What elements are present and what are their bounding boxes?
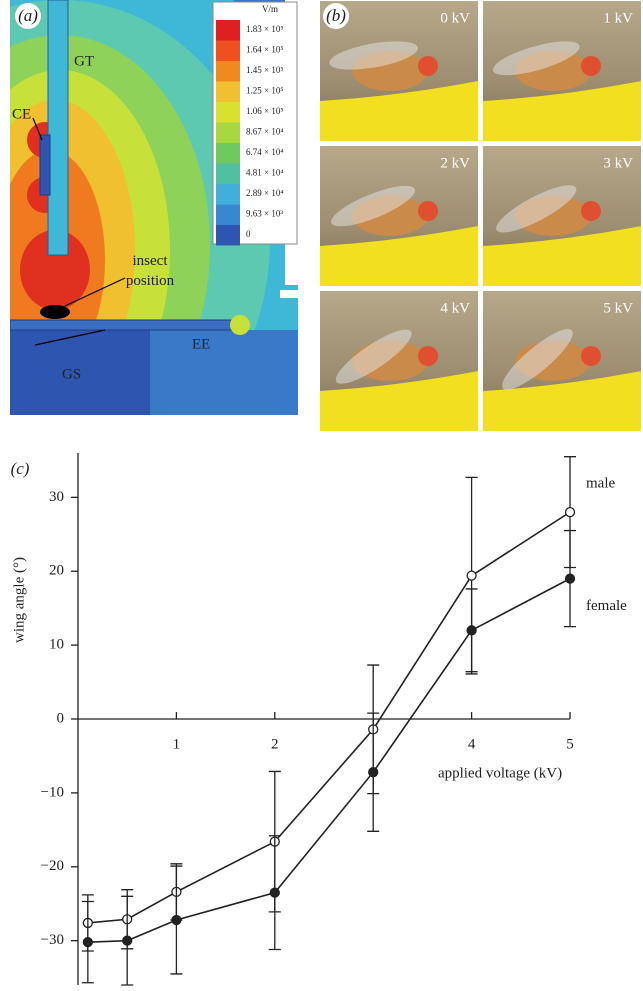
fly-wing — [502, 329, 573, 390]
fly-eye — [418, 56, 438, 76]
colorbar-label: 6.74 × 10⁴ — [246, 147, 283, 157]
photo: 3 kV — [483, 146, 641, 286]
colorbar-label: 1.45 × 10⁵ — [246, 65, 283, 75]
photo-grid: 0 kV 1 kV 2 kV 3 kV 4 kV 5 kV (b) — [320, 1, 641, 431]
photo-label: 4 kV — [440, 300, 470, 316]
leaf — [483, 81, 641, 141]
colorbar-swatch — [216, 225, 240, 246]
fly-eye — [581, 56, 601, 76]
fly-wing — [492, 41, 580, 76]
colorbar-label: 1.83 × 10⁵ — [246, 24, 283, 34]
colorbar-unit: V/m — [262, 4, 278, 14]
y-tick-label: −10 — [41, 784, 64, 800]
colorbar-label: 1.25 × 10⁵ — [246, 86, 283, 96]
colorbar-swatch — [216, 184, 240, 205]
colorbar-swatch — [216, 20, 240, 41]
photo: 1 kV — [483, 1, 641, 141]
photo-label: 3 kV — [603, 155, 633, 171]
x-tick-label: 4 — [468, 736, 476, 752]
colorbar-label: 8.67 × 10⁴ — [246, 127, 283, 137]
leaf — [483, 226, 641, 286]
y-axis-label: wing angle (°) — [11, 557, 27, 643]
data-point — [269, 887, 280, 898]
photo-label: 1 kV — [603, 10, 633, 26]
x-tick-label: 5 — [566, 736, 574, 752]
panel-label: (b) — [326, 6, 346, 25]
panel-label: (c) — [11, 459, 30, 478]
data-point — [122, 935, 133, 946]
series-line — [87, 511, 571, 924]
x-axis-label: applied voltage (kV) — [438, 765, 562, 781]
x-tick-label: 2 — [271, 736, 279, 752]
fly-eye — [581, 201, 601, 221]
photo-label: 0 kV — [440, 10, 470, 26]
leaf — [320, 81, 478, 141]
data-point — [82, 936, 93, 948]
colorbar-label: 4.81 × 10⁴ — [246, 168, 283, 178]
photo: 4 kV — [320, 291, 478, 431]
y-tick-label: 0 — [57, 710, 65, 726]
colorbar-swatch — [216, 102, 240, 123]
fly-wing — [331, 185, 416, 227]
y-tick-label: 30 — [49, 489, 64, 505]
colorbar: 1.83 × 10⁵ 1.64 × 10⁵ 1.45 × 10⁵ 1.25 × 10⁵… — [216, 20, 283, 246]
colorbar-swatch — [216, 40, 240, 61]
fly-wing — [496, 185, 577, 233]
series-label: female — [586, 598, 627, 614]
data-point — [466, 625, 477, 636]
y-tick-label: 10 — [49, 637, 64, 653]
colorbar-swatch — [216, 204, 240, 225]
fly-eye — [418, 346, 438, 366]
colorbar-label: 0 — [246, 229, 251, 239]
colorbar-swatch — [216, 122, 240, 143]
label-bg — [15, 3, 41, 29]
insect-label: insect position — [126, 253, 175, 289]
colorbar-label: 2.89 × 10⁴ — [246, 188, 283, 198]
data-point — [368, 767, 379, 778]
gs-label: GS — [62, 366, 81, 382]
y-tick-label: −30 — [41, 932, 64, 948]
photo: 0 kV — [320, 1, 478, 141]
leaf — [483, 371, 641, 431]
colorbar-swatch — [216, 81, 240, 102]
gt-label: GT — [74, 53, 94, 69]
fly-wing — [335, 329, 412, 384]
series-line — [87, 577, 571, 943]
photo-label: 5 kV — [603, 300, 633, 316]
x-tick-label: 1 — [173, 736, 181, 752]
ce-label: CE — [12, 106, 31, 122]
fly-wing — [329, 41, 419, 70]
leaf — [320, 371, 478, 431]
y-tick-label: −20 — [41, 858, 64, 874]
series-label: male — [586, 476, 615, 492]
photo: 5 kV — [483, 291, 641, 431]
colorbar-swatch — [216, 61, 240, 82]
data-point — [466, 570, 477, 581]
fly-eye — [581, 346, 601, 366]
colorbar-swatch — [216, 163, 240, 184]
colorbar-label: 1.06 × 10⁵ — [246, 106, 283, 116]
data-point — [171, 914, 182, 926]
colorbar-swatch — [216, 143, 240, 164]
colorbar-label: 9.63 × 10³ — [246, 209, 283, 219]
panel-label: (a) — [18, 6, 38, 25]
photo: 2 kV — [320, 146, 478, 286]
photo-label: 2 kV — [440, 155, 470, 171]
colorbar-label: 1.64 × 10⁵ — [246, 45, 283, 55]
ee-label: EE — [192, 336, 210, 352]
label-bg — [323, 3, 349, 29]
y-tick-label: 20 — [49, 563, 64, 579]
data-point — [564, 573, 576, 584]
fly-eye — [418, 201, 438, 221]
leaf — [320, 226, 478, 286]
data-point — [564, 506, 576, 518]
